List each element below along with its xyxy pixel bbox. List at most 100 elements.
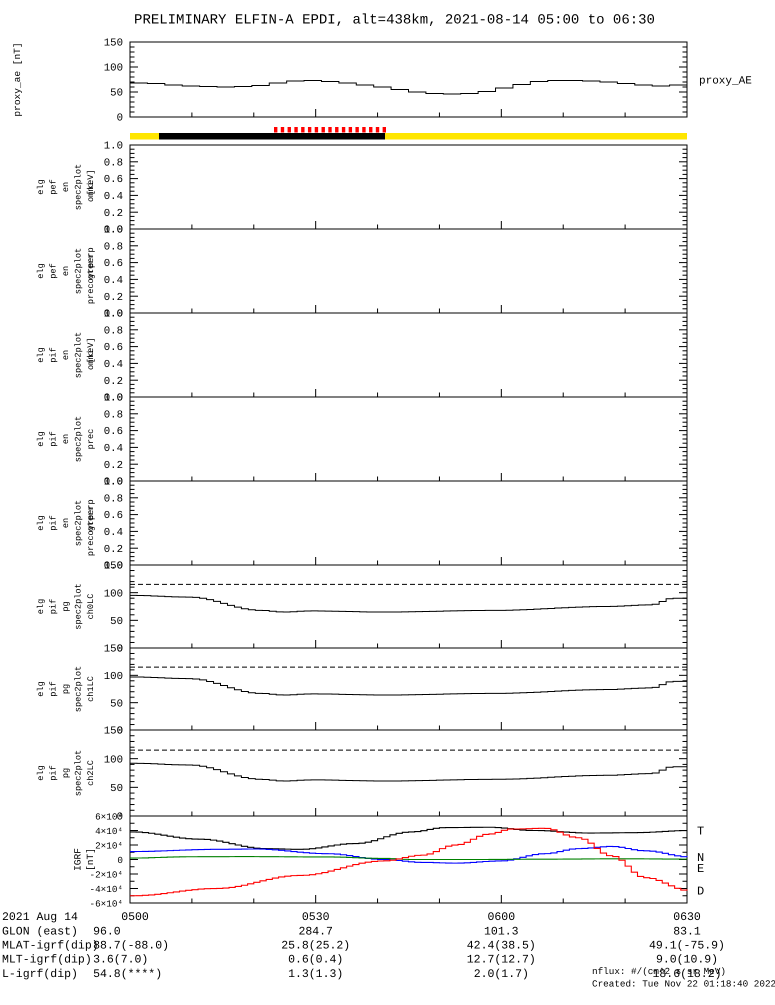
svg-text:pg: pg	[61, 684, 71, 694]
svg-text:[keV]: [keV]	[86, 169, 96, 195]
svg-text:150: 150	[104, 726, 123, 738]
svg-text:1.3(1.3): 1.3(1.3)	[288, 968, 343, 981]
svg-text:-4×10⁴: -4×10⁴	[90, 884, 123, 895]
svg-text:en: en	[61, 350, 71, 360]
svg-text:0.8: 0.8	[104, 157, 123, 169]
svg-text:9.0(10.9): 9.0(10.9)	[656, 954, 718, 967]
svg-text:0.4: 0.4	[104, 527, 123, 539]
svg-text:0630: 0630	[673, 911, 701, 924]
svg-text:elg: elg	[36, 599, 46, 614]
svg-text:49.1(-75.9): 49.1(-75.9)	[649, 940, 725, 953]
svg-text:spec2plot: spec2plot	[74, 500, 84, 546]
svg-text:pif: pif	[49, 431, 59, 446]
svg-text:0.2: 0.2	[104, 460, 123, 472]
svg-text:1.0: 1.0	[104, 225, 123, 237]
svg-text:284.7: 284.7	[298, 926, 333, 939]
svg-text:en: en	[61, 518, 71, 528]
svg-text:elg: elg	[36, 263, 46, 278]
svg-text:0600: 0600	[487, 911, 515, 924]
svg-text:elg: elg	[36, 681, 46, 696]
svg-text:pg: pg	[61, 768, 71, 778]
svg-text:pef: pef	[49, 263, 59, 278]
svg-text:1.0: 1.0	[104, 477, 123, 489]
svg-text:spec2plot: spec2plot	[74, 248, 84, 294]
svg-text:-6×10⁴: -6×10⁴	[90, 899, 123, 910]
svg-text:50: 50	[110, 616, 123, 628]
svg-text:IGRF: IGRF	[73, 848, 84, 871]
svg-text:spec2plot: spec2plot	[74, 416, 84, 462]
svg-text:0.8: 0.8	[104, 493, 123, 505]
svg-text:ch0LC: ch0LC	[86, 594, 96, 620]
svg-text:elg: elg	[36, 347, 46, 362]
svg-text:en: en	[61, 266, 71, 276]
svg-text:0.8: 0.8	[104, 409, 123, 421]
svg-text:ch1LC: ch1LC	[86, 676, 96, 702]
svg-text:83.1: 83.1	[673, 926, 701, 939]
svg-text:0.4: 0.4	[104, 443, 123, 455]
svg-text:100: 100	[104, 588, 123, 600]
svg-text:50: 50	[110, 783, 123, 795]
svg-text:0: 0	[117, 855, 123, 866]
svg-text:1.0: 1.0	[104, 309, 123, 321]
svg-text:0.6(0.4): 0.6(0.4)	[288, 954, 343, 967]
svg-text:3.6(7.0): 3.6(7.0)	[93, 954, 148, 967]
svg-text:0.6: 0.6	[104, 510, 123, 522]
svg-text:spec2plot: spec2plot	[74, 332, 84, 378]
svg-text:101.3: 101.3	[484, 926, 519, 939]
svg-text:6×10⁴: 6×10⁴	[95, 812, 123, 823]
svg-text:E: E	[697, 862, 704, 876]
svg-text:pif: pif	[49, 515, 59, 530]
svg-text:spec2plot: spec2plot	[74, 164, 84, 210]
svg-text:100: 100	[104, 63, 123, 75]
svg-text:GLON (east): GLON (east)	[2, 926, 78, 939]
svg-text:88.7(-88.0): 88.7(-88.0)	[93, 940, 169, 953]
svg-text:[nT]: [nT]	[85, 848, 96, 871]
svg-text:gterr: gterr	[86, 505, 96, 531]
svg-text:0: 0	[117, 113, 123, 125]
svg-text:0.2: 0.2	[104, 544, 123, 556]
svg-text:0.6: 0.6	[104, 342, 123, 354]
svg-text:0.4: 0.4	[104, 191, 123, 203]
svg-text:en: en	[61, 182, 71, 192]
svg-text:100: 100	[104, 754, 123, 766]
svg-text:0.2: 0.2	[104, 292, 123, 304]
svg-text:0.4: 0.4	[104, 359, 123, 371]
svg-text:pef: pef	[49, 179, 59, 194]
svg-text:96.0: 96.0	[93, 926, 121, 939]
svg-text:elg: elg	[36, 515, 46, 530]
svg-text:0.2: 0.2	[104, 376, 123, 388]
svg-text:pif: pif	[49, 347, 59, 362]
svg-text:MLAT-igrf(dip): MLAT-igrf(dip)	[2, 940, 99, 953]
svg-text:2.0(1.7): 2.0(1.7)	[474, 968, 529, 981]
svg-text:54.8(****): 54.8(****)	[93, 968, 162, 981]
svg-text:gterr: gterr	[86, 253, 96, 279]
svg-text:spec2plot: spec2plot	[74, 750, 84, 796]
svg-text:elg: elg	[36, 431, 46, 446]
svg-text:50: 50	[110, 698, 123, 710]
svg-text:150: 150	[104, 644, 123, 656]
svg-text:0500: 0500	[121, 911, 149, 924]
svg-text:en: en	[61, 434, 71, 444]
svg-text:spec2plot: spec2plot	[74, 583, 84, 629]
svg-text:4×10⁴: 4×10⁴	[95, 826, 123, 837]
svg-text:elg: elg	[36, 179, 46, 194]
svg-text:elg: elg	[36, 765, 46, 780]
svg-text:50: 50	[110, 88, 123, 100]
svg-text:MLT-igrf(dip): MLT-igrf(dip)	[2, 954, 92, 967]
svg-text:T: T	[697, 825, 704, 839]
svg-text:2×10⁴: 2×10⁴	[95, 841, 123, 852]
svg-text:L-igrf(dip): L-igrf(dip)	[2, 968, 78, 981]
svg-text:pg: pg	[61, 601, 71, 611]
svg-text:pif: pif	[49, 599, 59, 614]
svg-text:0.8: 0.8	[104, 325, 123, 337]
svg-text:pif: pif	[49, 765, 59, 780]
svg-text:[keV]: [keV]	[86, 337, 96, 363]
svg-text:1.0: 1.0	[104, 393, 123, 405]
svg-text:ch2LC: ch2LC	[86, 760, 96, 786]
svg-text:spec2plot: spec2plot	[74, 666, 84, 712]
svg-text:nflux: #/(cm^2 s sr MeV): nflux: #/(cm^2 s sr MeV)	[592, 966, 726, 977]
svg-text:D: D	[697, 885, 704, 899]
svg-text:proxy_ae [nT]: proxy_ae [nT]	[12, 42, 23, 116]
svg-text:proxy_AE: proxy_AE	[699, 76, 752, 88]
svg-text:PRELIMINARY ELFIN-A EPDI, alt=: PRELIMINARY ELFIN-A EPDI, alt=438km, 202…	[134, 13, 655, 29]
